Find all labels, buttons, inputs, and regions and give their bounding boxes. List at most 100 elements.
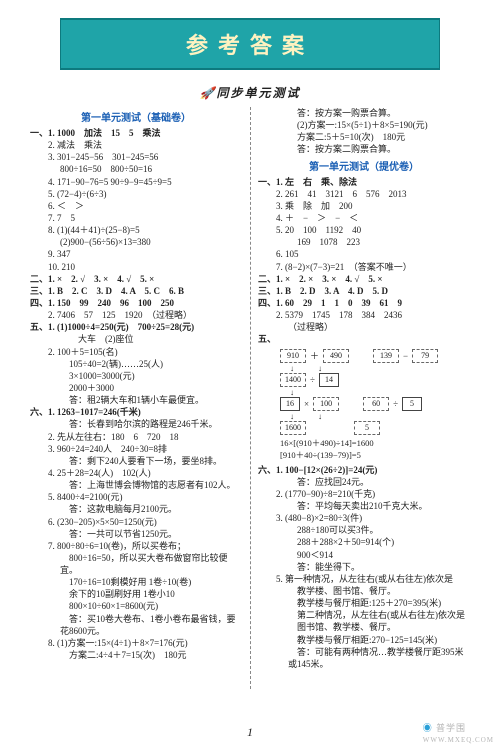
ans-line: 1. 1000 加法 15 5 乘法 bbox=[48, 128, 161, 138]
diagram-expr: [910＋40÷(139−79)]=5 bbox=[280, 449, 472, 461]
arrow-row: ↓↓ bbox=[280, 413, 472, 421]
ans-line: 10. 210 bbox=[30, 261, 244, 273]
ans-line: 2. 261 41 3121 6 576 2013 bbox=[258, 188, 472, 200]
unit-title-basic: 第一单元测试（基础卷） bbox=[28, 109, 244, 124]
left-sec2: 二、1. × 2. √ 3. × 4. √ 5. × bbox=[30, 273, 244, 285]
ans-line: 1. 左 右 乘、除法 bbox=[276, 177, 357, 187]
ans-line: 3. (480−8)×2=80÷3(件) bbox=[258, 512, 472, 524]
ans-line: 6. (230−205)×5×50=1250(元) bbox=[30, 516, 244, 528]
op-icon: − bbox=[403, 351, 408, 361]
sec-label: 二、 bbox=[258, 274, 276, 284]
right-sec6: 六、1. 100−[12×(26÷2)]=24(元) 答：应找回24元。 2. … bbox=[258, 464, 472, 670]
ans-line: 4. 25＋28=24(人) 102(人) bbox=[30, 467, 244, 479]
diagram-box: 5 bbox=[402, 397, 422, 411]
diagram-box: 60 bbox=[363, 397, 389, 411]
ans-line: 4. 171−90−76=5 90÷9−9=45÷9=5 bbox=[30, 176, 244, 188]
ans-line: 图书馆、教学楼、餐厅。 bbox=[258, 621, 472, 633]
arrow-row: ↓↓ bbox=[280, 365, 472, 373]
ans-line: 2. 先从左往右：180 6 720 18 bbox=[30, 431, 244, 443]
ans-line: 4. ＋ − ＞ − ＜ bbox=[258, 212, 472, 224]
ans-line: 6. ＜ ＞ bbox=[30, 200, 244, 212]
sync-unit-subhead: 🚀同步单元测试 bbox=[28, 84, 472, 101]
watermark-text: 普学围 bbox=[436, 723, 466, 733]
sec-label: 六、 bbox=[258, 465, 276, 475]
ans-line: 8. (1)方案一:15×(4÷1)＋8×7=176(元) bbox=[30, 637, 244, 649]
ans-line: 1. × 2. × 3. × 4. √ 5. × bbox=[276, 274, 382, 284]
ans-line: 2. 减法 乘法 bbox=[30, 139, 244, 151]
ans-line: 答：能坐得下。 bbox=[258, 561, 472, 573]
right-sec3: 三、1. B 2. D 3. A 4. D 5. D bbox=[258, 285, 472, 297]
diagram-box: 139 bbox=[373, 349, 399, 363]
ans-line: 5. (72−4)÷(6÷3) bbox=[30, 188, 244, 200]
watermark-url: WWW.MXEQ.COM bbox=[423, 736, 494, 744]
ans-line: 2000＋3000 bbox=[30, 382, 244, 394]
ans-line: 答：应找回24元。 bbox=[258, 476, 472, 488]
ans-line: 教学楼与餐厅相距:270−125=145(米) bbox=[258, 634, 472, 646]
watermark-icon: ◉ bbox=[423, 723, 433, 733]
ans-line: 2. (1770−90)÷8=210(千克) bbox=[258, 488, 472, 500]
ans-line: 大车 (2)座位 bbox=[30, 333, 244, 345]
ans-line: 5. 第一种情况，从左往右(或从右往左)依次是 bbox=[258, 573, 472, 585]
right-sec1: 一、1. 左 右 乘、除法 2. 261 41 3121 6 576 2013 … bbox=[258, 176, 472, 273]
ans-line: 2. 100＋5=105(名) bbox=[30, 346, 244, 358]
ans-line: 余下的10副刷好用 1卷小10 bbox=[30, 588, 244, 600]
unit-title-advanced: 第一单元测试（提优卷） bbox=[256, 158, 472, 173]
sec-label: 四、 bbox=[258, 298, 276, 308]
watermark: ◉ 普学围 WWW.MXEQ.COM bbox=[423, 721, 494, 744]
ans-line: 3×1000=3000(元) bbox=[30, 370, 244, 382]
sec-label: 五、 bbox=[30, 322, 48, 332]
ans-line: 答：买10卷大卷布、1卷小卷布最省钱，要花8600元。 bbox=[30, 613, 244, 637]
ans-line: 1. 1263−1017=246(千米) bbox=[48, 407, 141, 417]
ans-line: 答：可能有两种情况…教学楼餐厅距395米或145米。 bbox=[258, 646, 472, 670]
ans-line: 教学楼与餐厅相距:125＋270=395(米) bbox=[258, 597, 472, 609]
diagram-expr: 16×[(910＋490)÷14]=1600 bbox=[280, 437, 472, 449]
ans-line: 答：租2辆大车和1辆小车最便宜。 bbox=[30, 394, 244, 406]
diagram-box: 910 bbox=[280, 349, 306, 363]
ans-line: 答：这款电脑每月2100元。 bbox=[30, 503, 244, 515]
ans-line: 答：平均每天卖出210千克大米。 bbox=[258, 500, 472, 512]
sec-label: 五、 bbox=[258, 334, 276, 344]
answer-columns: 第一单元测试（基础卷） 一、1. 1000 加法 15 5 乘法 2. 减法 乘… bbox=[28, 107, 472, 689]
ans-line: 170÷16=10剩模好用 1卷÷10(卷) bbox=[30, 576, 244, 588]
ans-line: 2. 5379 1745 178 384 2436 bbox=[258, 309, 472, 321]
left-sec4: 四、1. 150 99 240 96 100 250 2. 7406 57 12… bbox=[30, 297, 244, 321]
ans-line: 3. 301−245−56 301−245=56 bbox=[30, 151, 244, 163]
ans-line: 方案二:4÷4＋7=15(次) 180元 bbox=[30, 649, 244, 661]
sec-label: 六、 bbox=[30, 407, 48, 417]
left-sec5: 五、1. (1)1000÷4=250(元) 700÷25=28(元) 大车 (2… bbox=[30, 321, 244, 406]
diagram-box: 14 bbox=[319, 373, 339, 387]
left-sec3: 三、1. B 2. C 3. D 4. A 5. C 6. B bbox=[30, 285, 244, 297]
ans-line: 105÷40=2(辆)……25(人) bbox=[30, 358, 244, 370]
ans-line: 7. 800÷80÷6=10(卷)，所以买卷布； bbox=[30, 540, 244, 552]
right-sec2: 二、1. × 2. × 3. × 4. √ 5. × bbox=[258, 273, 472, 285]
ans-line: 7. (8−2)×(7−3)=21 （答案不唯一） bbox=[258, 261, 472, 273]
ans-line: 答：上海世博会博物馆的志愿者有102人。 bbox=[30, 479, 244, 491]
diagram-box: 5 bbox=[354, 421, 380, 435]
op-icon: × bbox=[304, 399, 309, 409]
diagram-box: 1600 bbox=[280, 421, 306, 435]
left-sec6: 六、1. 1263−1017=246(千米) 答：长春到哈尔滨的路程是246千米… bbox=[30, 406, 244, 637]
ans-line: 1. × 2. √ 3. × 4. √ 5. × bbox=[48, 274, 154, 284]
ans-line: 6. 105 bbox=[258, 248, 472, 260]
sec-label: 二、 bbox=[30, 274, 48, 284]
ans-line: 2. 7406 57 125 1920 （过程略） bbox=[30, 309, 244, 321]
ans-line: 答：剩下240人要看下一场，要坐8排。 bbox=[30, 455, 244, 467]
ans-line: 答：长春到哈尔滨的路程是246千米。 bbox=[30, 418, 244, 430]
ans-line: (2)方案一:15×(5÷1)＋8×5=190(元) bbox=[258, 119, 472, 131]
ans-line: 900＜914 bbox=[258, 549, 472, 561]
op-icon: ÷ bbox=[393, 399, 398, 409]
arrow-row: ↓ bbox=[280, 389, 472, 397]
ans-line: 第二种情况，从左往右(或从右往左)依次是 bbox=[258, 609, 472, 621]
diagram-box: 79 bbox=[412, 349, 438, 363]
diagram-box: 1400 bbox=[280, 373, 306, 387]
ans-line: 答：按方案二购票合算。 bbox=[258, 143, 472, 155]
op-icon: ÷ bbox=[310, 375, 315, 385]
ans-line: 800÷16=50，所以买大卷布做窗帘比较便宜。 bbox=[30, 552, 244, 576]
ans-line: 288÷180可以买3件。 bbox=[258, 524, 472, 536]
ans-line: 7. 7 5 bbox=[30, 212, 244, 224]
sec-label: 四、 bbox=[30, 298, 48, 308]
ans-line: 5. 8400÷4=2100(元) bbox=[30, 491, 244, 503]
ans-line: （过程略） bbox=[258, 321, 472, 333]
ans-line: 1. 60 29 1 1 0 39 61 9 bbox=[276, 298, 402, 308]
ans-line: 800÷16=50 800÷50=16 bbox=[30, 163, 244, 175]
